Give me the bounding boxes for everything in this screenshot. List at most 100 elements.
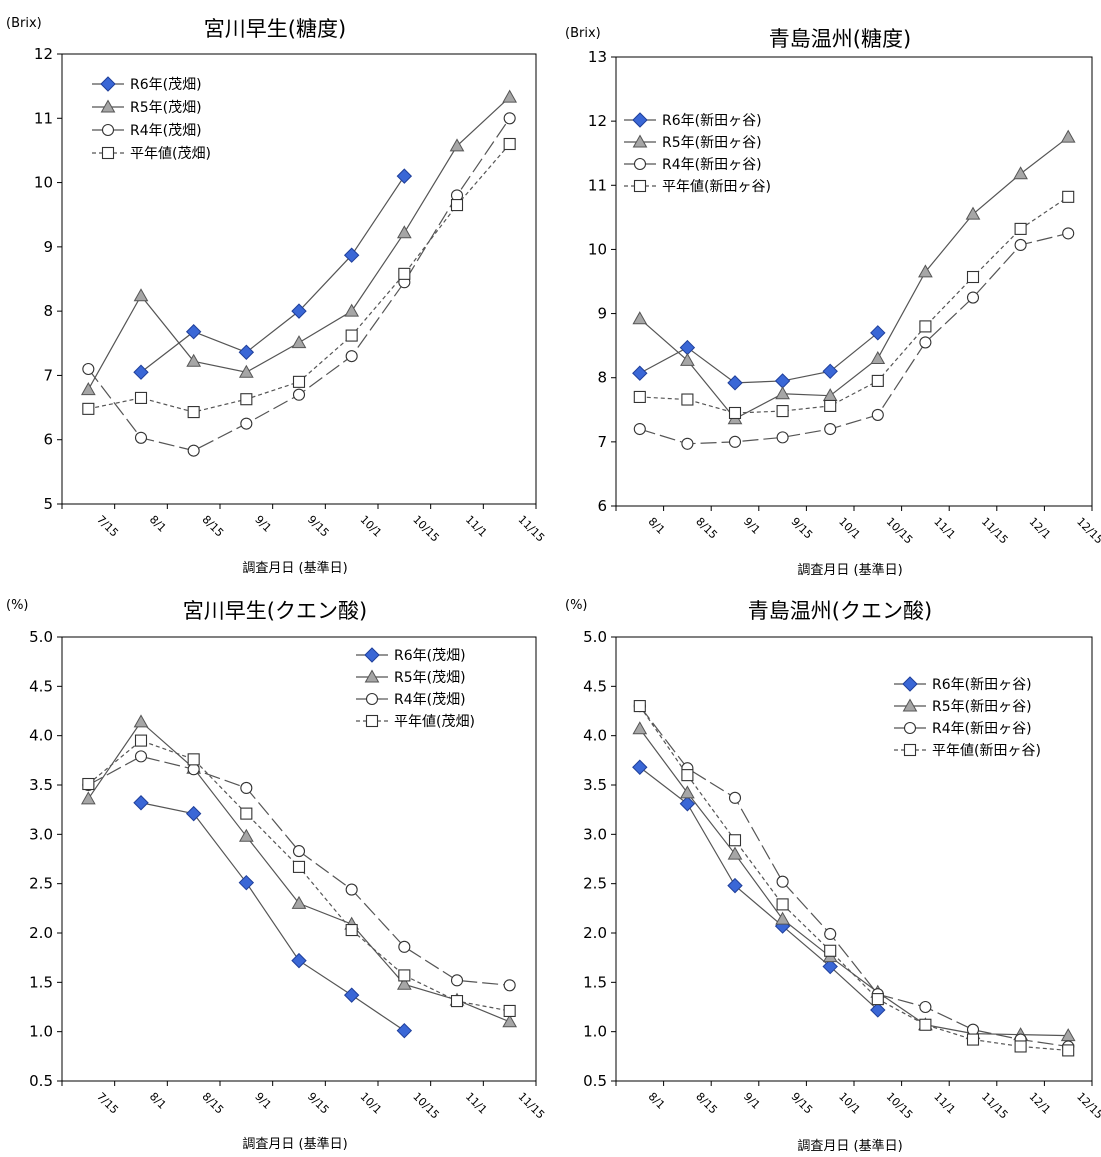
data-point — [238, 364, 254, 378]
legend-marker — [632, 134, 648, 148]
y-unit-label: (Brix) — [565, 26, 601, 41]
data-point — [240, 417, 253, 430]
series-circle — [82, 112, 516, 457]
y-tick-label: 9 — [43, 238, 53, 256]
data-point — [187, 753, 200, 766]
series-line — [87, 739, 510, 1012]
plot-frame — [61, 53, 537, 505]
data-point — [1060, 1028, 1076, 1042]
y-unit-label: (%) — [6, 598, 29, 613]
y-tick-label: 1.0 — [583, 1023, 607, 1041]
x-tick-label: 8/15 — [200, 1090, 227, 1117]
chart-title: 宮川早生(糖度) — [204, 17, 346, 41]
data-point — [396, 976, 412, 990]
data-point — [870, 325, 886, 341]
data-point — [776, 898, 789, 911]
data-point — [238, 344, 255, 360]
data-point — [919, 320, 932, 333]
data-point — [502, 1014, 518, 1028]
legend-marker — [903, 743, 917, 757]
x-tick-label: 9/1 — [252, 513, 274, 535]
x-tick-label: 8/1 — [147, 1090, 169, 1112]
data-point — [185, 324, 202, 340]
x-tick-label: 9/1 — [252, 1090, 274, 1112]
x-axis-label: 調査月日 (基準日) — [797, 562, 902, 578]
series-triangle — [632, 721, 1076, 1042]
series-circle — [633, 227, 1075, 450]
series-line — [639, 232, 1069, 445]
legend-marker — [364, 669, 380, 683]
series-diamond — [632, 325, 886, 391]
legend-marker — [101, 123, 115, 137]
y-tick-label: 10 — [34, 174, 53, 192]
legend-entry: R6年(新田ヶ谷) — [932, 677, 1032, 693]
data-point — [292, 388, 306, 401]
series-circle — [82, 750, 516, 992]
data-point — [774, 373, 791, 389]
data-point — [187, 406, 200, 419]
chart-title: 青島温州(クエン酸) — [748, 599, 932, 623]
legend-marker — [902, 698, 918, 712]
data-point — [291, 895, 307, 909]
data-point — [681, 769, 694, 782]
x-tick-label: 10/15 — [884, 1090, 916, 1122]
y-tick-label: 11 — [588, 176, 607, 194]
x-tick-label: 11/1 — [463, 513, 490, 540]
y-tick-label: 2.5 — [583, 875, 607, 893]
series-line — [140, 175, 405, 373]
data-point — [343, 247, 360, 263]
legend-marker — [365, 692, 379, 706]
data-point — [775, 911, 790, 925]
x-tick-label: 9/1 — [741, 515, 763, 537]
series-line — [88, 143, 511, 413]
data-point — [503, 137, 516, 151]
legend-marker — [100, 76, 116, 92]
series-line — [639, 332, 879, 384]
y-tick-label: 10 — [588, 240, 607, 258]
y-tick-label: 2.0 — [29, 924, 53, 942]
data-point — [292, 860, 306, 873]
data-point — [1062, 190, 1075, 203]
y-tick-label: 4.5 — [583, 677, 607, 695]
chart-2: 6 7 8 9 10 11 12 13 8/1 8/15 9/1 9/15 10/1 10/15 11/1 1… — [565, 26, 1101, 578]
series-line — [639, 728, 1069, 1037]
y-tick-label: 11 — [34, 109, 53, 127]
data-point — [1062, 1044, 1075, 1057]
x-tick-label: 9/1 — [741, 1090, 763, 1112]
x-tick-label: 11/15 — [979, 1090, 1011, 1122]
data-point — [679, 796, 696, 812]
data-point — [503, 979, 516, 992]
data-point — [1014, 222, 1027, 235]
legend-marker — [632, 112, 648, 128]
data-point — [728, 435, 742, 448]
legend: R6年(茂畑) R5年(茂畑) R4年(茂畑) 平年値(茂畑) — [92, 76, 211, 162]
data-point — [503, 112, 516, 125]
data-point — [240, 393, 253, 406]
data-point — [185, 805, 202, 822]
data-point — [1060, 129, 1076, 143]
data-point — [396, 225, 412, 239]
x-tick-label: 11/1 — [931, 1090, 958, 1117]
x-tick-label: 12/1 — [1026, 515, 1053, 542]
y-tick-label: 12 — [588, 112, 607, 130]
x-axis-label: 調査月日 (基準日) — [797, 1138, 902, 1154]
x-tick-label: 10/15 — [410, 513, 442, 545]
legend: R6年(茂畑) R5年(茂畑) R4年(茂畑) 平年値(茂畑) — [356, 647, 475, 730]
data-point — [292, 375, 306, 388]
data-point — [450, 995, 464, 1008]
legend-entry: R5年(茂畑) — [130, 99, 202, 116]
data-point — [133, 288, 149, 302]
data-point — [776, 405, 789, 418]
chart-4: 0.5 1.0 1.5 2.0 2.5 3.0 3.5 4.0 4.5 5.0 8/1 8/15 9/1… — [565, 598, 1101, 1154]
series-line — [140, 802, 405, 1032]
data-point — [291, 335, 307, 349]
legend-entry: 平年値(新田ヶ谷) — [932, 743, 1041, 759]
legend: R6年(新田ヶ谷) R5年(新田ヶ谷) R4年(新田ヶ谷) 平年値(新田ヶ谷) — [894, 676, 1041, 759]
data-point — [82, 362, 95, 376]
series-triangle — [80, 89, 518, 396]
x-tick-label: 12/15 — [1074, 1090, 1101, 1122]
data-point — [345, 883, 358, 896]
data-point — [1013, 166, 1028, 180]
data-point — [343, 987, 360, 1003]
